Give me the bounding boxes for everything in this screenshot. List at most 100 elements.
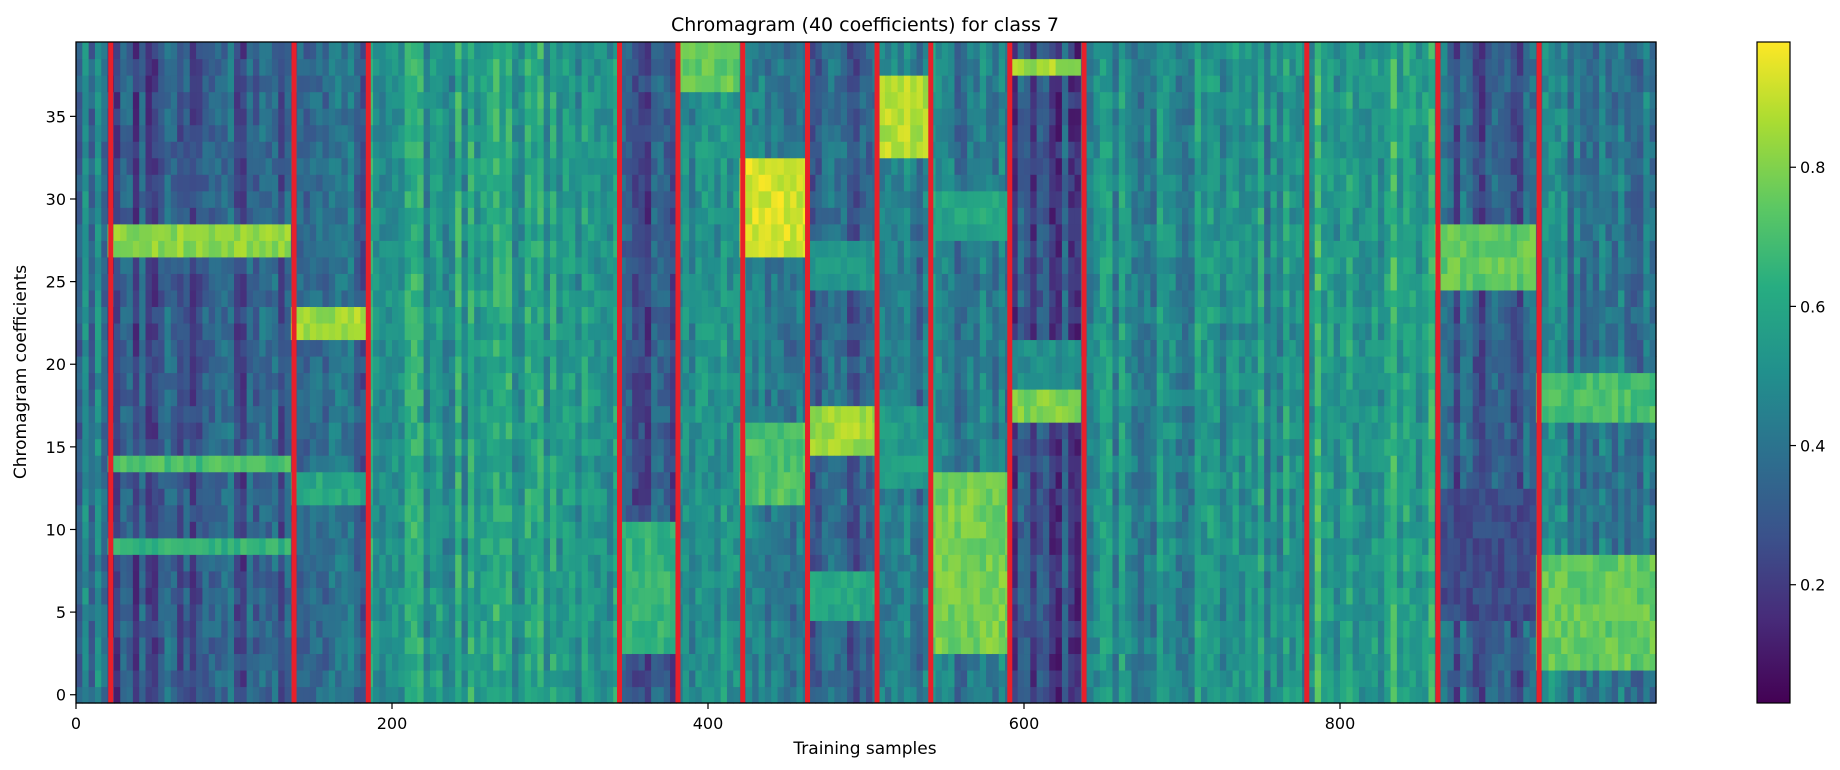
heatmap-cell	[284, 603, 292, 621]
heatmap-cell	[221, 174, 229, 192]
heatmap-cell	[145, 372, 153, 390]
heatmap-cell	[404, 42, 412, 60]
heatmap-cell	[404, 455, 412, 473]
heatmap-cell	[505, 389, 513, 407]
heatmap-cell	[423, 471, 431, 489]
heatmap-cell	[196, 273, 203, 291]
heatmap-cell	[480, 537, 488, 555]
heatmap-cell	[467, 355, 475, 374]
heatmap-cell	[113, 124, 121, 142]
heatmap-cell	[101, 537, 109, 555]
heatmap-cell	[714, 389, 722, 407]
heatmap-cell	[575, 190, 583, 208]
heatmap-cell	[594, 455, 602, 473]
heatmap-cell	[594, 504, 602, 522]
heatmap-cell	[271, 438, 279, 456]
heatmap-cell	[354, 422, 361, 440]
heatmap-cell	[252, 42, 260, 60]
heatmap-cell	[177, 669, 185, 688]
heatmap-cell	[486, 91, 494, 109]
heatmap-cell	[309, 273, 317, 291]
heatmap-cell	[587, 306, 595, 324]
heatmap-cell	[834, 256, 842, 274]
heatmap-cell	[82, 42, 90, 60]
heatmap-cell	[392, 570, 399, 588]
heatmap-cell	[518, 306, 526, 324]
heatmap-cell	[587, 686, 595, 704]
heatmap-cell	[316, 620, 324, 638]
heatmap-cell	[265, 372, 273, 390]
heatmap-cell	[208, 157, 216, 175]
heatmap-cell	[284, 504, 292, 522]
heatmap-cell	[227, 223, 235, 241]
heatmap-cell	[644, 537, 652, 555]
heatmap-cell	[196, 653, 203, 671]
heatmap-cell	[708, 124, 715, 142]
heatmap-cell	[726, 91, 734, 109]
heatmap-cell	[638, 653, 646, 671]
heatmap-cell	[625, 157, 633, 175]
heatmap-cell	[461, 108, 469, 126]
heatmap-cell	[309, 174, 317, 192]
heatmap-cell	[556, 372, 564, 390]
heatmap-cell	[512, 504, 519, 522]
heatmap-cell	[284, 669, 292, 688]
heatmap-cell	[550, 108, 557, 126]
heatmap-cell	[183, 455, 191, 473]
heatmap-cell	[575, 422, 583, 440]
heatmap-cell	[442, 355, 450, 374]
heatmap-cell	[815, 174, 823, 192]
heatmap-cell	[101, 471, 109, 489]
heatmap-cell	[783, 422, 791, 440]
heatmap-cell	[701, 157, 709, 175]
heatmap-cell	[246, 521, 254, 539]
heatmap-cell	[392, 587, 399, 605]
heatmap-cell	[284, 537, 292, 555]
heatmap-cell	[265, 620, 273, 638]
heatmap-cell	[278, 75, 286, 93]
heatmap-cell	[663, 620, 671, 638]
heatmap-cell	[132, 240, 140, 258]
heatmap-cell	[379, 686, 387, 704]
heatmap-cell	[448, 422, 456, 440]
heatmap-cell	[828, 91, 835, 109]
heatmap-cell	[518, 75, 526, 93]
heatmap-cell	[828, 603, 835, 621]
heatmap-cell	[758, 207, 766, 225]
heatmap-cell	[284, 322, 292, 341]
heatmap-cell	[183, 686, 191, 704]
heatmap-cell	[202, 322, 210, 341]
heatmap-cell	[859, 405, 867, 423]
heatmap-cell	[752, 256, 760, 274]
heatmap-cell	[752, 504, 760, 522]
heatmap-cell	[663, 603, 671, 621]
heatmap-cell	[202, 190, 210, 208]
heatmap-cell	[145, 240, 153, 258]
heatmap-cell	[505, 521, 513, 539]
heatmap-cell	[587, 207, 595, 225]
heatmap-cell	[493, 42, 501, 60]
heatmap-cell	[613, 504, 621, 522]
heatmap-cell	[771, 207, 779, 225]
heatmap-cell	[524, 91, 532, 109]
heatmap-cell	[701, 190, 709, 208]
heatmap-cell	[859, 190, 867, 208]
heatmap-cell	[790, 322, 798, 341]
heatmap-cell	[373, 207, 380, 225]
heatmap-cell	[859, 223, 867, 241]
heatmap-cell	[183, 620, 191, 638]
heatmap-cell	[518, 521, 526, 539]
heatmap-cell	[632, 636, 640, 655]
heatmap-cell	[651, 389, 659, 407]
heatmap-cell	[726, 339, 734, 357]
heatmap-cell	[632, 570, 640, 588]
heatmap-cell	[379, 91, 387, 109]
heatmap-cell	[278, 355, 286, 374]
heatmap-cell	[126, 157, 134, 175]
heatmap-cell	[303, 75, 311, 93]
heatmap-cell	[613, 190, 621, 208]
heatmap-cell	[575, 273, 583, 291]
heatmap-cell	[423, 75, 431, 93]
heatmap-cell	[518, 339, 526, 357]
heatmap-cell	[448, 339, 456, 357]
